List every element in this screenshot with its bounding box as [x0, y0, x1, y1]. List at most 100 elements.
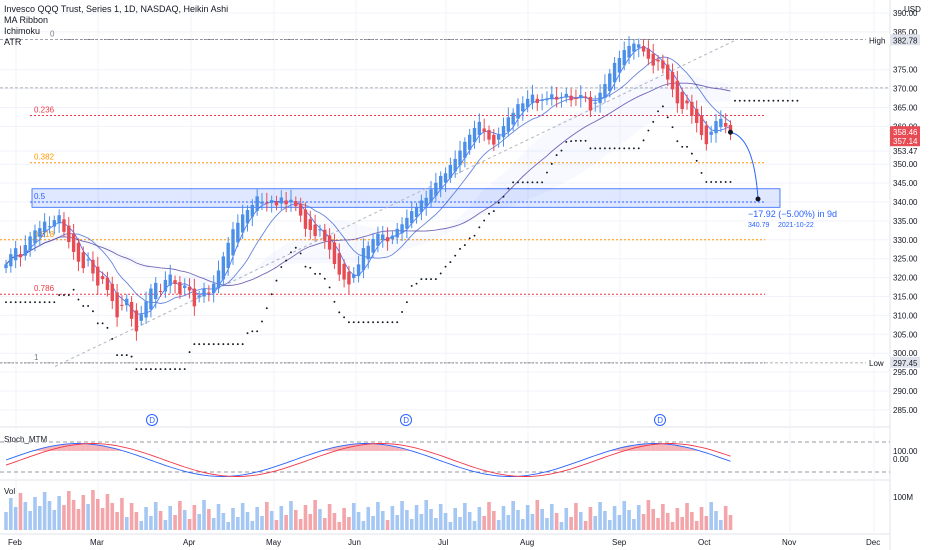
volume-bar — [516, 510, 520, 530]
volume-bar — [226, 522, 230, 530]
volume-bar — [501, 506, 506, 530]
price-tick-16: 305.00 — [893, 330, 918, 339]
volume-bar — [371, 516, 375, 530]
candle-body — [144, 301, 148, 318]
volume-bar — [153, 502, 158, 530]
projection-tool[interactable]: −17.92 (−5.00%) in 9d 340.79 2021-10-22 — [728, 129, 837, 229]
candle-body — [603, 84, 607, 98]
indicator-ichimoku[interactable]: Ichimoku — [4, 26, 41, 36]
volume-bar — [240, 503, 245, 530]
symbol-title[interactable]: Invesco QQQ Trust, Series 1, 1D, NASDAQ,… — [4, 4, 229, 14]
atr-stop-dot — [729, 181, 732, 183]
ma-line-slow — [5, 82, 731, 286]
candle-body — [197, 295, 201, 298]
atr-stop-dot — [488, 212, 490, 215]
candle-body — [574, 98, 578, 100]
atr-stop-dot — [618, 147, 621, 150]
atr-stop-dot — [478, 226, 481, 229]
candle-body — [467, 134, 472, 150]
volume-bar — [62, 505, 66, 530]
candle-body — [62, 219, 66, 232]
candle-body — [439, 175, 443, 190]
atr-stop-dot — [758, 99, 760, 102]
atr-stop-dot — [372, 321, 375, 324]
candle-body — [545, 98, 549, 101]
volume-bar — [4, 512, 8, 530]
candle-body — [105, 277, 110, 291]
high-value-tag-bg — [890, 34, 920, 46]
atr-stop-dot — [149, 368, 152, 371]
high-label-bg — [866, 34, 890, 46]
atr-stop-dot — [38, 301, 41, 304]
volume-bar — [269, 511, 274, 530]
atr-stop-dot — [473, 234, 476, 237]
volume-bar — [216, 504, 221, 530]
atr-stop-dot — [314, 272, 317, 275]
candle-body — [318, 229, 322, 231]
candle-body — [593, 102, 597, 104]
atr-stop-dot — [777, 99, 780, 102]
volume-bar — [178, 501, 182, 530]
atr-stop-dot — [19, 301, 22, 304]
volume-bar — [709, 502, 713, 530]
atr-stop-dot — [507, 187, 510, 190]
candle-body — [385, 237, 390, 242]
atr-stop-dot — [715, 181, 717, 183]
projection-change-label: −17.92 (−5.00%) in 9d — [748, 209, 837, 219]
candle-body — [303, 209, 308, 229]
volume-bar — [714, 511, 718, 530]
atr-stop-dot — [174, 368, 176, 371]
atr-stop-dot — [724, 181, 727, 183]
price-tick-13: 320.00 — [893, 274, 918, 283]
indicator-atr[interactable]: ATR — [4, 37, 22, 47]
candle-body — [269, 200, 274, 204]
price-tick-12: 325.00 — [893, 255, 918, 264]
volume-bar — [28, 511, 32, 530]
atr-stop-dot — [275, 279, 278, 282]
atr-stop-dot — [401, 311, 404, 313]
volume-bar — [646, 500, 651, 530]
volume-bar — [400, 501, 404, 530]
atr-stop-dot — [652, 120, 655, 123]
indicator-ma-ribbon[interactable]: MA Ribbon — [4, 15, 49, 25]
high-value-tag: 382.78 — [893, 36, 918, 45]
atr-stop-dot — [63, 294, 65, 296]
atr-stop-dot — [410, 284, 413, 287]
atr-stop-dot — [748, 99, 751, 102]
time-axis[interactable]: Feb Mar Apr May Jun Jul Aug Sep Oct Nov Dec — [8, 538, 880, 547]
candle-body — [390, 235, 395, 240]
time-label-may: May — [266, 538, 281, 547]
dividend-event-marker — [146, 414, 158, 426]
volume-bar — [366, 507, 371, 530]
atr-stop-dot — [159, 368, 162, 371]
atr-stop-dot — [439, 272, 442, 275]
candle-body — [371, 239, 375, 253]
volume-bar — [405, 510, 409, 530]
atr-stop-dot — [565, 140, 568, 143]
volume-bar — [57, 496, 61, 530]
atr-stop-dot — [468, 237, 471, 240]
volume-bar — [569, 517, 573, 530]
candles — [4, 36, 733, 341]
atr-stop-dot — [719, 181, 722, 183]
candle-body — [260, 201, 264, 204]
price-tick-3: 370.00 — [893, 85, 918, 94]
atr-stop-dot — [391, 321, 394, 324]
atr-stop-dot — [164, 368, 167, 371]
volume-bar — [617, 515, 622, 530]
volume-bar — [463, 503, 467, 530]
atr-stop-dot — [58, 294, 61, 296]
candle-body — [294, 201, 298, 207]
candle-body — [139, 314, 143, 321]
volume-bar — [545, 518, 549, 530]
atr-stop-dot — [444, 265, 447, 268]
volume-bar — [723, 506, 728, 530]
atr-stop-dot — [430, 278, 432, 281]
candle-body — [76, 242, 81, 262]
price-axis[interactable]: 390.00385.00375.00370.00365.00360.00353.… — [893, 9, 918, 415]
projection-target-price: 340.79 — [748, 222, 770, 229]
